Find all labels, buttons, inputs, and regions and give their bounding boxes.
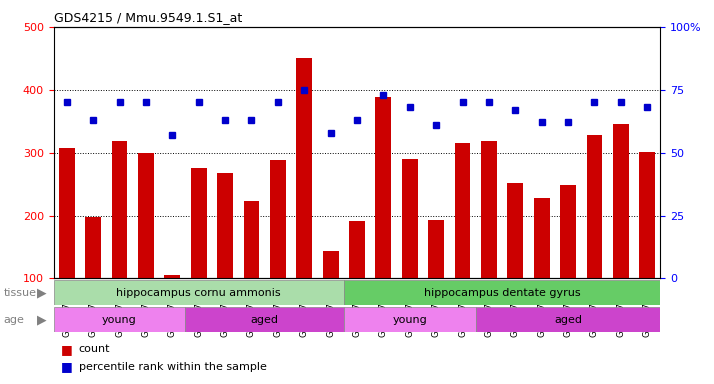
Text: age: age (4, 314, 24, 325)
Bar (344, 307, 476, 332)
Text: young: young (102, 314, 137, 325)
Text: ■: ■ (61, 343, 72, 356)
Bar (59, 147, 75, 278)
Text: percentile rank within the sample: percentile rank within the sample (79, 362, 266, 372)
Bar (376, 97, 391, 278)
Bar (54, 280, 344, 305)
Text: ■: ■ (61, 360, 72, 373)
Bar (270, 160, 286, 278)
Bar (217, 173, 233, 278)
Text: GDS4215 / Mmu.9549.1.S1_at: GDS4215 / Mmu.9549.1.S1_at (54, 11, 242, 24)
Text: hippocampus dentate gyrus: hippocampus dentate gyrus (424, 288, 580, 298)
Bar (428, 220, 444, 278)
Bar (138, 153, 154, 278)
Bar (85, 217, 101, 278)
Bar (344, 280, 660, 305)
Text: aged: aged (554, 314, 582, 325)
Text: ▶: ▶ (37, 286, 46, 299)
Bar (508, 184, 523, 278)
Bar (349, 220, 365, 278)
Bar (191, 168, 206, 278)
Text: aged: aged (251, 314, 278, 325)
Bar (587, 135, 603, 278)
Bar (534, 198, 550, 278)
Bar (402, 159, 418, 278)
Bar (613, 124, 629, 278)
Bar (54, 307, 186, 332)
Text: ▶: ▶ (37, 313, 46, 326)
Bar (164, 275, 180, 278)
Bar (243, 201, 259, 278)
Bar (476, 307, 660, 332)
Text: tissue: tissue (4, 288, 36, 298)
Text: young: young (393, 314, 427, 325)
Text: count: count (79, 344, 110, 354)
Bar (323, 252, 338, 278)
Bar (296, 58, 312, 278)
Bar (481, 141, 497, 278)
Bar (186, 307, 344, 332)
Bar (111, 141, 127, 278)
Bar (639, 152, 655, 278)
Bar (455, 142, 471, 278)
Bar (560, 185, 576, 278)
Text: hippocampus cornu ammonis: hippocampus cornu ammonis (116, 288, 281, 298)
